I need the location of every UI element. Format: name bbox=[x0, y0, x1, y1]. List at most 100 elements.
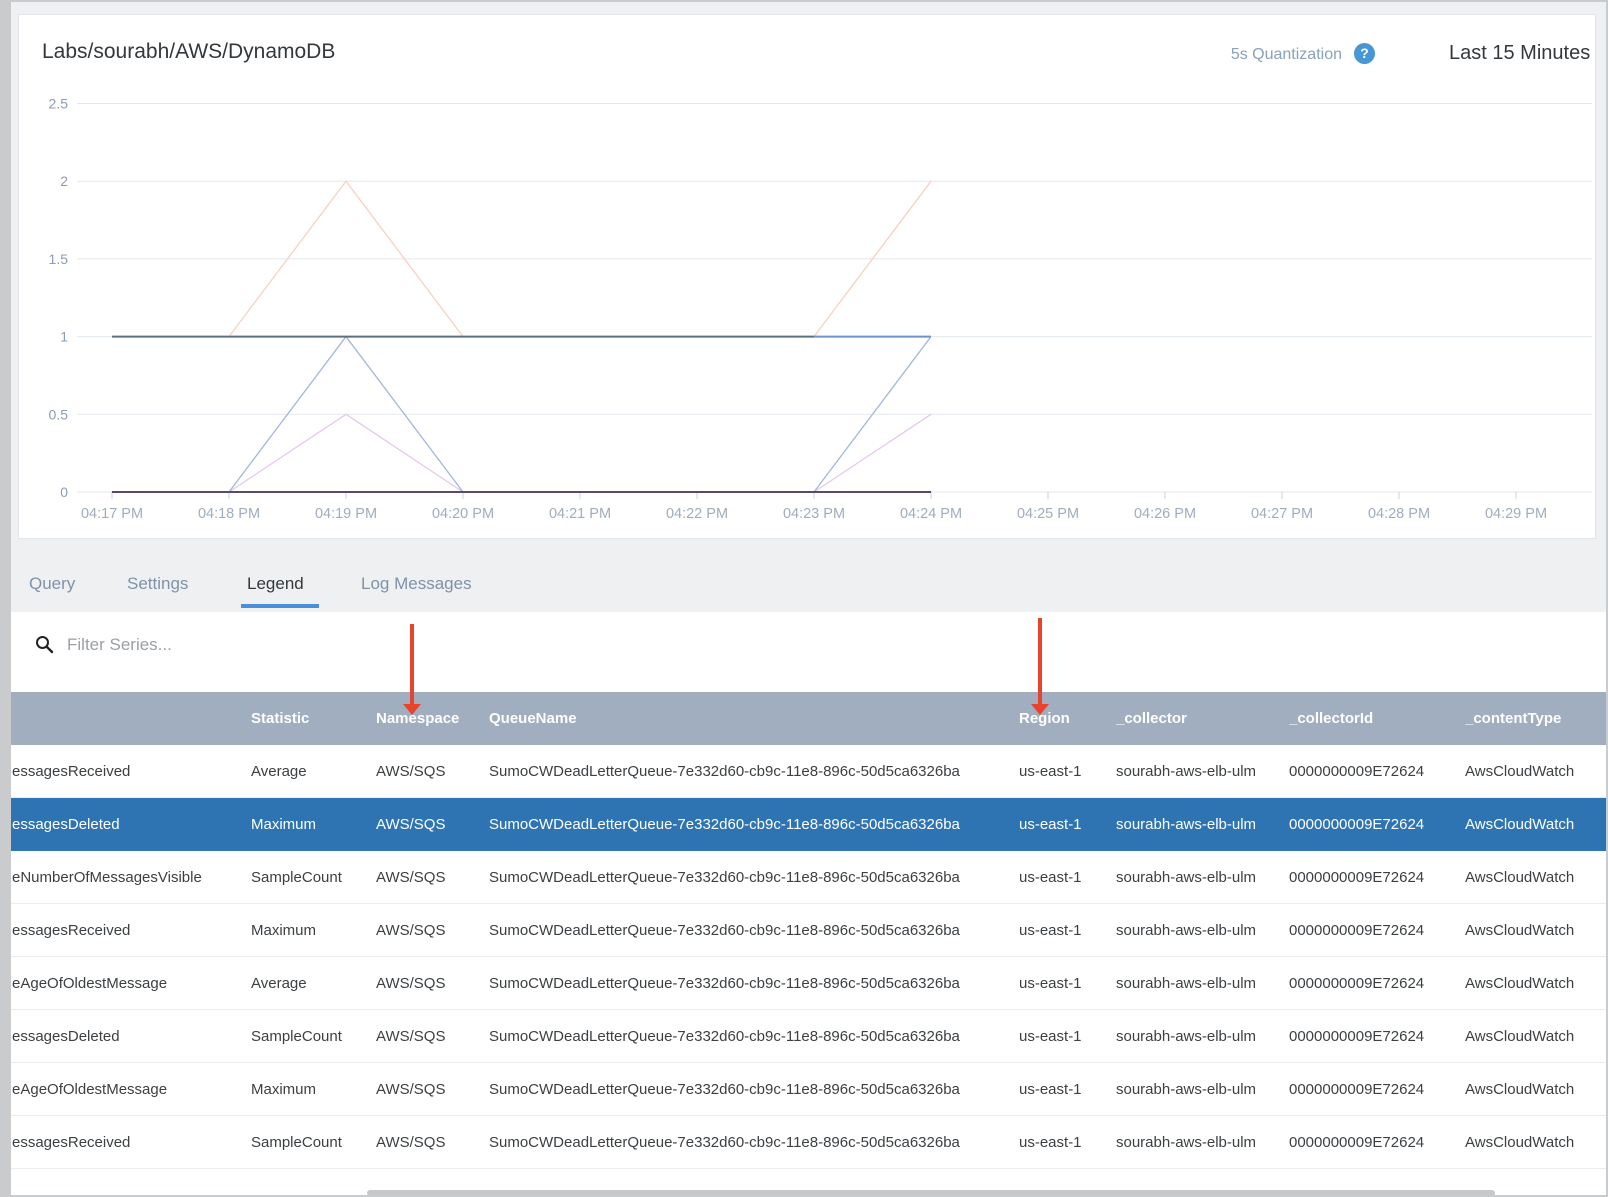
cell-contentType: AwsCloudWatch bbox=[1465, 974, 1575, 992]
tab-query[interactable]: Query bbox=[29, 574, 76, 593]
cell-queueName: SumoCWDeadLetterQueue-7e332d60-cb9c-11e8… bbox=[489, 815, 960, 833]
cell-region: us-east-1 bbox=[1019, 815, 1082, 833]
cell-queueName: SumoCWDeadLetterQueue-7e332d60-cb9c-11e8… bbox=[489, 1027, 960, 1045]
cell-namespace: AWS/SQS bbox=[376, 1080, 446, 1098]
legend-table-row[interactable]: eNumberOfMessagesVisible SampleCount AWS/S… bbox=[11, 851, 1606, 904]
cell-collectorId: 0000000009E72624 bbox=[1289, 1133, 1425, 1151]
cell-statistic: Average bbox=[251, 762, 307, 780]
cell-contentType: AwsCloudWatch bbox=[1465, 815, 1575, 833]
left-gutter bbox=[2, 2, 11, 1195]
cell-statistic: SampleCount bbox=[251, 868, 342, 886]
cell-queueName: SumoCWDeadLetterQueue-7e332d60-cb9c-11e8… bbox=[489, 1133, 960, 1151]
cell-queueName: SumoCWDeadLetterQueue-7e332d60-cb9c-11e8… bbox=[489, 974, 960, 992]
cell-region: us-east-1 bbox=[1019, 762, 1082, 780]
cell-contentType: AwsCloudWatch bbox=[1465, 1027, 1575, 1045]
cell-namespace: AWS/SQS bbox=[376, 974, 446, 992]
cell-collector: sourabh-aws-elb-ulm bbox=[1116, 1027, 1257, 1045]
column-header-collectorId[interactable]: _collectorId bbox=[1289, 710, 1374, 727]
cell-queueName: SumoCWDeadLetterQueue-7e332d60-cb9c-11e8… bbox=[489, 921, 960, 939]
cell-collector: sourabh-aws-elb-ulm bbox=[1116, 1133, 1257, 1151]
cell-region: us-east-1 bbox=[1019, 921, 1082, 939]
cell-metric: eNumberOfMessagesVisible bbox=[12, 868, 202, 886]
cell-collectorId: 0000000009E72624 bbox=[1289, 868, 1425, 886]
legend-panel: StatisticNamespaceQueueNameRegion_collec… bbox=[11, 612, 1606, 1195]
chart-card bbox=[18, 14, 1596, 539]
tab-legend[interactable]: Legend bbox=[247, 574, 304, 593]
cell-contentType: AwsCloudWatch bbox=[1465, 762, 1575, 780]
tab-log-messages[interactable]: Log Messages bbox=[361, 574, 472, 593]
cell-region: us-east-1 bbox=[1019, 1080, 1082, 1098]
cell-collectorId: 0000000009E72624 bbox=[1289, 974, 1425, 992]
cell-collector: sourabh-aws-elb-ulm bbox=[1116, 1080, 1257, 1098]
cell-contentType: AwsCloudWatch bbox=[1465, 868, 1575, 886]
cell-statistic: SampleCount bbox=[251, 1133, 342, 1151]
table-header-row: Statistic Namespace QueueName Region _collec… bbox=[11, 692, 1606, 745]
cell-statistic: Maximum bbox=[251, 921, 317, 939]
cell-namespace: AWS/SQS bbox=[376, 868, 446, 886]
cell-metric: essagesReceived bbox=[12, 1133, 131, 1151]
legend-table-row[interactable]: essagesReceived Average AWS/SQS SumoCWDeadL… bbox=[11, 745, 1606, 798]
cell-statistic: Maximum bbox=[251, 1080, 317, 1098]
cell-contentType: AwsCloudWatch bbox=[1465, 921, 1575, 939]
region-annotation-arrowhead bbox=[1031, 704, 1049, 715]
cell-contentType: AwsCloudWatch bbox=[1465, 1133, 1575, 1151]
cell-metric: essagesReceived bbox=[12, 921, 131, 939]
cell-metric: eAgeOfOldestMessage bbox=[12, 974, 168, 992]
table-body: essagesReceived Average AWS/SQS SumoCWDeadL… bbox=[11, 745, 1606, 1169]
time-range-selector[interactable]: Last 15 Minutes bbox=[1449, 42, 1591, 64]
legend-table-row[interactable]: eAgeOfOldestMessage Average AWS/SQS SumoCWD… bbox=[11, 957, 1606, 1010]
cell-namespace: AWS/SQS bbox=[376, 815, 446, 833]
cell-namespace: AWS/SQS bbox=[376, 1133, 446, 1151]
cell-queueName: SumoCWDeadLetterQueue-7e332d60-cb9c-11e8… bbox=[489, 762, 960, 780]
cell-collector: sourabh-aws-elb-ulm bbox=[1116, 974, 1257, 992]
cell-statistic: SampleCount bbox=[251, 1027, 342, 1045]
quantization-control[interactable]: 5s Quantization bbox=[1230, 46, 1342, 63]
cell-region: us-east-1 bbox=[1019, 1027, 1082, 1045]
chart-title: Labs/sourabh/AWS/DynamoDB bbox=[42, 40, 336, 63]
legend-table-row[interactable]: essagesReceived SampleCount AWS/SQS SumoCWD… bbox=[11, 1116, 1606, 1169]
cell-statistic: Average bbox=[251, 974, 307, 992]
legend-table-row[interactable]: essagesDeleted Maximum AWS/SQS SumoCWDeadLe… bbox=[11, 798, 1606, 851]
cell-collectorId: 0000000009E72624 bbox=[1289, 1027, 1425, 1045]
column-header-namespace[interactable]: Namespace bbox=[376, 710, 460, 727]
cell-metric: essagesReceived bbox=[12, 762, 131, 780]
legend-table-row[interactable]: essagesDeleted SampleCount AWS/SQS SumoCWDe… bbox=[11, 1010, 1606, 1063]
cell-metric: essagesDeleted bbox=[12, 1027, 120, 1045]
cell-namespace: AWS/SQS bbox=[376, 1027, 446, 1045]
column-header-statistic[interactable]: Statistic bbox=[251, 710, 310, 727]
cell-metric: essagesDeleted bbox=[12, 815, 120, 833]
search-icon bbox=[36, 636, 54, 654]
namespace-annotation-arrowhead bbox=[403, 704, 421, 715]
active-tab-underline bbox=[241, 604, 319, 608]
column-header-queueName[interactable]: QueueName bbox=[489, 710, 577, 727]
region-annotation-arrow bbox=[1038, 618, 1042, 704]
cell-queueName: SumoCWDeadLetterQueue-7e332d60-cb9c-11e8… bbox=[489, 868, 960, 886]
cell-metric: eAgeOfOldestMessage bbox=[12, 1080, 168, 1098]
legend-table-row[interactable]: eAgeOfOldestMessage Maximum AWS/SQS SumoCWD… bbox=[11, 1063, 1606, 1116]
cell-queueName: SumoCWDeadLetterQueue-7e332d60-cb9c-11e8… bbox=[489, 1080, 960, 1098]
tab-settings[interactable]: Settings bbox=[127, 574, 189, 593]
cell-collectorId: 0000000009E72624 bbox=[1289, 762, 1425, 780]
column-header-collector[interactable]: _collector bbox=[1116, 710, 1187, 727]
cell-collectorId: 0000000009E72624 bbox=[1289, 921, 1425, 939]
help-icon[interactable]: ? bbox=[1354, 43, 1375, 64]
namespace-annotation-arrow bbox=[410, 624, 414, 704]
cell-namespace: AWS/SQS bbox=[376, 762, 446, 780]
cell-contentType: AwsCloudWatch bbox=[1465, 1080, 1575, 1098]
cell-region: us-east-1 bbox=[1019, 1133, 1082, 1151]
column-header-contentType[interactable]: _contentType bbox=[1465, 710, 1562, 727]
cell-statistic: Maximum bbox=[251, 815, 317, 833]
cell-collector: sourabh-aws-elb-ulm bbox=[1116, 815, 1257, 833]
horizontal-scrollbar[interactable] bbox=[367, 1190, 1495, 1195]
cell-collector: sourabh-aws-elb-ulm bbox=[1116, 762, 1257, 780]
cell-region: us-east-1 bbox=[1019, 974, 1082, 992]
cell-collectorId: 0000000009E72624 bbox=[1289, 815, 1425, 833]
cell-collector: sourabh-aws-elb-ulm bbox=[1116, 868, 1257, 886]
filter-series-input[interactable] bbox=[65, 629, 485, 661]
cell-collector: sourabh-aws-elb-ulm bbox=[1116, 921, 1257, 939]
cell-region: us-east-1 bbox=[1019, 868, 1082, 886]
legend-table-row[interactable]: essagesReceived Maximum AWS/SQS SumoCWDeadL… bbox=[11, 904, 1606, 957]
cell-namespace: AWS/SQS bbox=[376, 921, 446, 939]
cell-collectorId: 0000000009E72624 bbox=[1289, 1080, 1425, 1098]
